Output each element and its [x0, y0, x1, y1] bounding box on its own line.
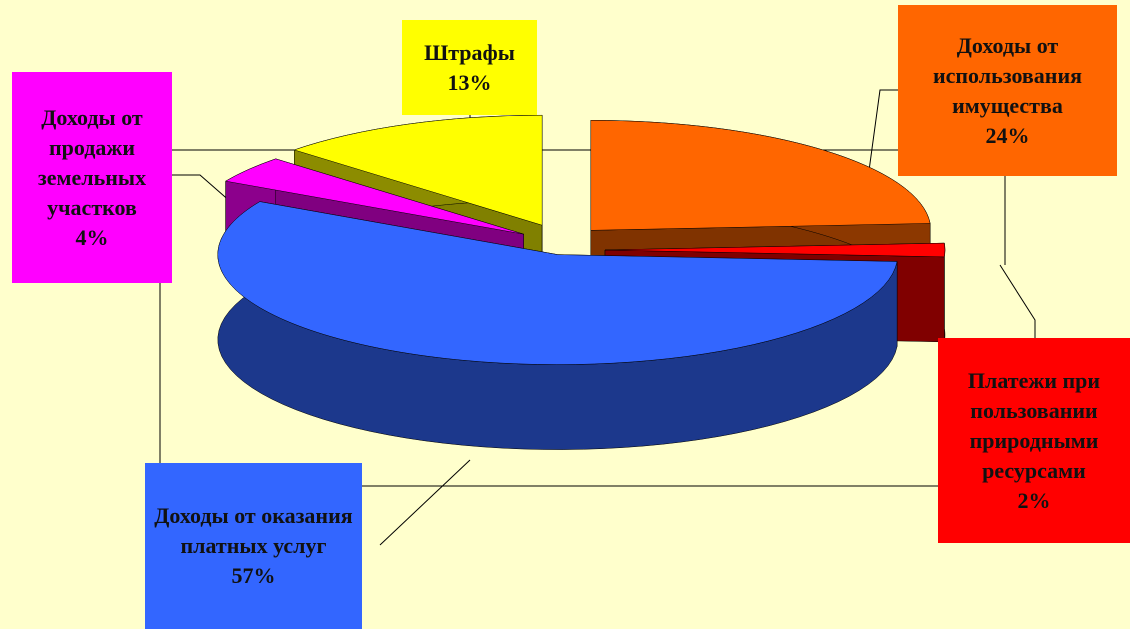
slice: [590, 120, 931, 231]
label-box: Доходы от использования имущества 24%: [898, 5, 1117, 176]
label-box: Платежи при пользовании природными ресур…: [938, 338, 1130, 543]
label-box: Доходы от оказания платных услуг 57%: [145, 463, 362, 629]
slice: [224, 158, 524, 235]
slice: [604, 242, 946, 258]
leader-line: [864, 89, 898, 201]
leader-line: [379, 459, 471, 546]
label-name: Доходы от продажи земельных участков: [37, 104, 147, 220]
label-name: Доходы от использования имущества: [932, 32, 1083, 118]
label-box: Штрафы 13%: [402, 20, 537, 115]
slice: [293, 114, 543, 226]
label-name: Доходы от оказания платных услуг: [154, 503, 353, 558]
label-value: 13%: [447, 69, 492, 95]
label-value: 4%: [75, 224, 109, 250]
label-name: Платежи при пользовании природными ресур…: [967, 367, 1101, 483]
pie: [217, 114, 946, 450]
slice: [217, 201, 898, 365]
label-value: 24%: [985, 122, 1030, 148]
leader-line: [999, 264, 1036, 340]
label-value: 2%: [1017, 487, 1051, 513]
label-box: Доходы от продажи земельных участков 4%: [12, 72, 172, 283]
slice-wall: [944, 243, 946, 342]
label-value: 57%: [231, 563, 276, 588]
label-name: Штрафы: [424, 39, 515, 65]
